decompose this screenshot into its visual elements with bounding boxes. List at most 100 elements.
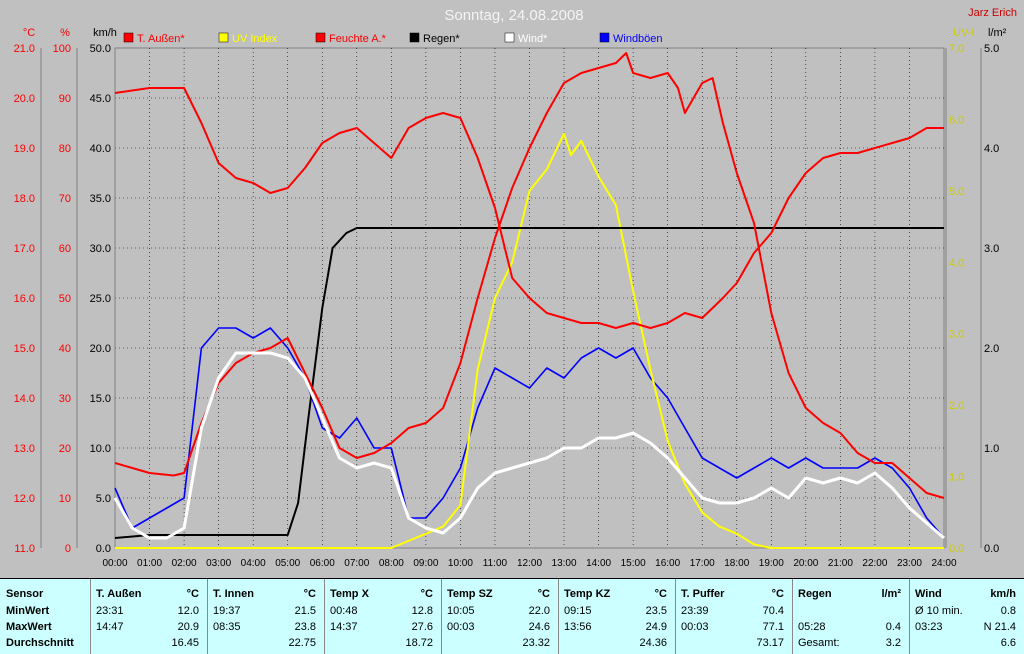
series-line-tauen (114, 52, 945, 499)
stats-sensor-header: Sensor (6, 588, 44, 600)
axis-unit-label: km/h (93, 27, 117, 39)
series-line-windböen (114, 327, 945, 539)
series-line-uvindex (115, 132, 944, 549)
y-tick-label: 30.0 (90, 243, 111, 255)
legend-label: Feuchte A.* (329, 33, 387, 45)
stats-min-value: 70.4 (762, 605, 784, 617)
y-tick-label: 21.0 (14, 43, 35, 55)
stats-column-header: Temp KZ (564, 588, 611, 600)
stats-min-time: Ø 10 min. (915, 605, 963, 617)
y-tick-label: 5.0 (949, 186, 964, 198)
stats-row-label: MinWert (6, 605, 50, 617)
chart-title: Sonntag, 24.08.2008 (444, 7, 583, 24)
legend-swatch (504, 32, 515, 43)
legend-label: Wind* (518, 33, 548, 45)
stats-max-value: 0.4 (885, 621, 901, 633)
series-line-feuchtea (114, 87, 944, 329)
stats-max-time: 14:37 (330, 621, 358, 633)
stats-column-unit: °C (537, 588, 550, 600)
y-tick-label: 10 (59, 493, 71, 505)
stats-min-value: 23.5 (645, 605, 667, 617)
stats-min-value: 0.8 (1000, 605, 1016, 617)
legend-swatch (599, 32, 610, 43)
x-tick-label: 02:00 (172, 558, 197, 569)
legend-swatch (315, 32, 326, 43)
y-tick-label: 6.0 (949, 114, 964, 126)
y-tick-label: 15.0 (90, 393, 111, 405)
y-tick-label: 0 (65, 543, 71, 555)
x-tick-label: 04:00 (241, 558, 266, 569)
stats-max-time: 00:03 (681, 621, 709, 633)
stats-max-value: 23.8 (294, 621, 316, 633)
stats-column-header: Temp SZ (447, 588, 493, 600)
y-tick-label: 14.0 (14, 393, 35, 405)
x-tick-label: 05:00 (275, 558, 300, 569)
stats-max-value: 24.6 (528, 621, 550, 633)
stats-min-time: 23:39 (681, 605, 709, 617)
stats-max-value: 27.6 (411, 621, 433, 633)
stats-max-time: 08:35 (213, 621, 241, 633)
y-tick-label: 45.0 (90, 93, 111, 105)
y-tick-label: 2.0 (949, 400, 964, 412)
x-tick-label: 03:00 (206, 558, 231, 569)
series-line-regen (114, 227, 944, 539)
stats-column-header: T. Außen (96, 588, 142, 600)
stats-label-column: Sensor MinWert MaxWert Durchschnitt (0, 579, 91, 654)
y-tick-label: 19.0 (14, 143, 35, 155)
stats-max-time: 00:03 (447, 621, 475, 633)
legend-label: UV Index (232, 33, 278, 45)
y-tick-label: 60 (59, 243, 71, 255)
series-line-wind (113, 351, 945, 540)
x-tick-label: 06:00 (310, 558, 335, 569)
x-tick-label: 19:00 (759, 558, 784, 569)
y-tick-label: 0.0 (949, 543, 964, 555)
stats-column-header: Wind (915, 588, 942, 600)
x-tick-label: 07:00 (344, 558, 369, 569)
stats-min-time: 10:05 (447, 605, 475, 617)
y-tick-label: 12.0 (14, 493, 35, 505)
stats-avg-value: 6.6 (1000, 637, 1016, 649)
y-tick-label: 5.0 (984, 43, 999, 55)
y-tick-label: 1.0 (984, 443, 999, 455)
stats-column: Temp X °C 00:48 12.8 14:37 27.6 18.72 (324, 579, 442, 654)
stats-row-label: Durchschnitt (6, 637, 74, 649)
stats-max-value: 24.9 (645, 621, 667, 633)
x-tick-label: 17:00 (690, 558, 715, 569)
stats-column-unit: °C (654, 588, 667, 600)
y-tick-label: 80 (59, 143, 71, 155)
y-tick-label: 100 (53, 43, 71, 55)
stats-table: Sensor MinWert MaxWert Durchschnitt T. A… (0, 578, 1024, 654)
stats-max-value: 20.9 (177, 621, 199, 633)
stats-min-value: 22.0 (528, 605, 550, 617)
y-tick-label: 0.0 (96, 543, 111, 555)
stats-column: T. Außen °C 23:31 12.0 14:47 20.9 16.45 (90, 579, 208, 654)
axis-unit-label: % (60, 27, 70, 39)
series-group (113, 52, 945, 549)
author-label: Jarz Erich (968, 7, 1017, 19)
x-tick-label: 00:00 (102, 558, 127, 569)
y-tick-label: 40.0 (90, 143, 111, 155)
stats-max-time: 03:23 (915, 621, 943, 633)
y-tick-label: 11.0 (14, 543, 35, 555)
y-tick-label: 15.0 (14, 343, 35, 355)
stats-avg-label: Gesamt: (798, 637, 840, 649)
stats-avg-value: 23.32 (522, 637, 550, 649)
stats-column-unit: °C (771, 588, 784, 600)
stats-column-header: Regen (798, 588, 832, 600)
stats-avg-value: 16.45 (171, 637, 199, 649)
stats-avg-value: 18.72 (405, 637, 433, 649)
stats-row-label: MaxWert (6, 621, 52, 633)
y-tick-label: 2.0 (984, 343, 999, 355)
y-tick-label: 7.0 (949, 43, 964, 55)
x-tick-label: 21:00 (828, 558, 853, 569)
stats-avg-value: 22.75 (288, 637, 316, 649)
stats-column-unit: °C (420, 588, 433, 600)
y-tick-label: 0.0 (984, 543, 999, 555)
stats-column-unit: km/h (990, 588, 1016, 600)
x-tick-label: 23:00 (897, 558, 922, 569)
y-tick-label: 3.0 (984, 243, 999, 255)
axis-unit-label: l/m² (988, 27, 1007, 39)
y-tick-label: 25.0 (90, 293, 111, 305)
stats-column-unit: °C (186, 588, 199, 600)
legend-label: Regen* (423, 33, 460, 45)
